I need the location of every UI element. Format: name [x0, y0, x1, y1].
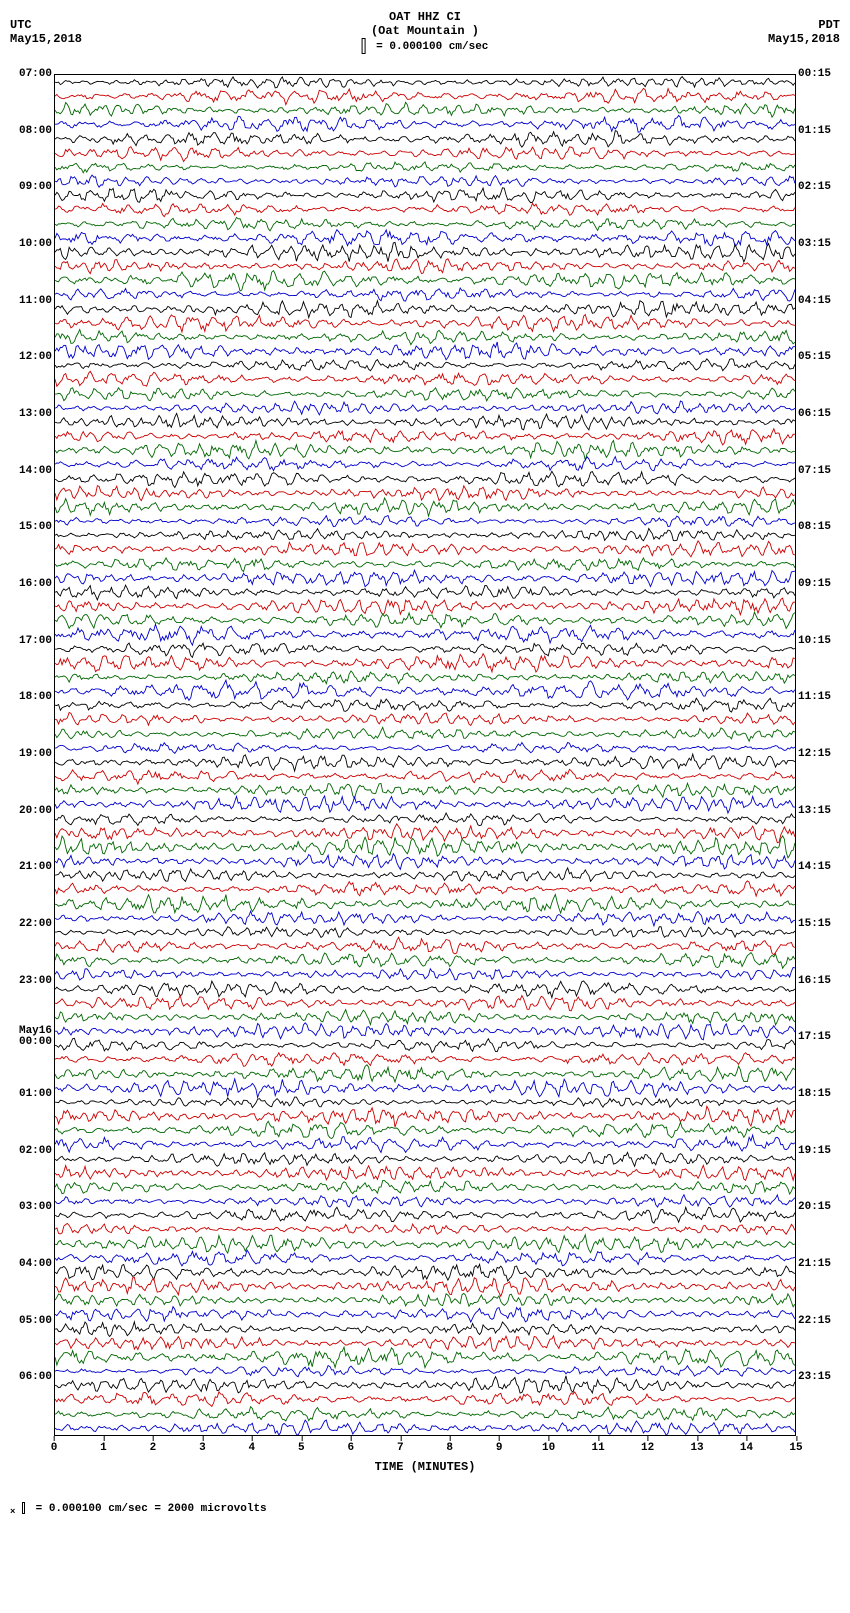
x-tick: 3 — [199, 1442, 206, 1454]
pdt-time-label: 23:15 — [798, 1372, 831, 1383]
header-left: UTC May15,2018 — [10, 18, 82, 46]
utc-time-label: 00:00 — [19, 1037, 52, 1048]
x-tick: 5 — [298, 1442, 305, 1454]
x-tick: 10 — [542, 1442, 555, 1454]
x-axis-label: TIME (MINUTES) — [375, 1460, 476, 1474]
utc-time-label: 19:00 — [19, 749, 52, 760]
utc-time-label: 17:00 — [19, 636, 52, 647]
pdt-time-label: 08:15 — [798, 522, 831, 533]
pdt-time-label: 16:15 — [798, 976, 831, 987]
utc-tz-label: UTC — [10, 18, 82, 32]
x-tick: 11 — [592, 1442, 605, 1454]
pdt-time-label: 11:15 — [798, 692, 831, 703]
utc-time-label: 11:00 — [19, 296, 52, 307]
pdt-time-label: 17:15 — [798, 1032, 831, 1043]
utc-time-label: 02:00 — [19, 1146, 52, 1157]
utc-time-label: 10:00 — [19, 239, 52, 250]
plot-wrap: 07:0008:0009:0010:0011:0012:0013:0014:00… — [10, 74, 840, 1436]
pdt-time-label: 06:15 — [798, 409, 831, 420]
x-tick: 15 — [789, 1442, 802, 1454]
pdt-time-label: 01:15 — [798, 126, 831, 137]
x-tick: 7 — [397, 1442, 404, 1454]
utc-time-label: 13:00 — [19, 409, 52, 420]
title-block: OAT HHZ CI (Oat Mountain ) = 0.000100 cm… — [362, 10, 489, 54]
utc-time-label: 18:00 — [19, 692, 52, 703]
pdt-time-label: 09:15 — [798, 579, 831, 590]
utc-time-label: 16:00 — [19, 579, 52, 590]
x-tick-row: 0123456789101112131415 — [54, 1436, 796, 1458]
x-tick: 2 — [150, 1442, 157, 1454]
pdt-time-label: 04:15 — [798, 296, 831, 307]
pdt-time-label: 00:15 — [798, 69, 831, 80]
utc-time-label: 08:00 — [19, 126, 52, 137]
utc-time-label: 14:00 — [19, 466, 52, 477]
utc-time-label: 05:00 — [19, 1316, 52, 1327]
header-right: PDT May15,2018 — [768, 18, 840, 46]
x-tick: 12 — [641, 1442, 654, 1454]
pdt-time-label: 05:15 — [798, 352, 831, 363]
x-tick: 6 — [347, 1442, 354, 1454]
pdt-time-label: 15:15 — [798, 919, 831, 930]
pdt-time-label: 18:15 — [798, 1089, 831, 1100]
x-tick: 0 — [51, 1442, 58, 1454]
pdt-date-label: May15,2018 — [768, 32, 840, 46]
pdt-time-label: 13:15 — [798, 806, 831, 817]
pdt-time-label: 02:15 — [798, 182, 831, 193]
x-tick: 1 — [100, 1442, 107, 1454]
pdt-time-label: 14:15 — [798, 862, 831, 873]
header: UTC May15,2018 OAT HHZ CI (Oat Mountain … — [10, 10, 840, 70]
x-tick: 9 — [496, 1442, 503, 1454]
pdt-time-label: 20:15 — [798, 1202, 831, 1213]
scale-bar-icon — [362, 38, 366, 54]
footer-scale-bar-icon — [22, 1502, 25, 1514]
utc-time-label: 04:00 — [19, 1259, 52, 1270]
station-title: OAT HHZ CI — [362, 10, 489, 24]
utc-time-label: 15:00 — [19, 522, 52, 533]
pdt-time-label: 10:15 — [798, 636, 831, 647]
station-subtitle: (Oat Mountain ) — [362, 24, 489, 38]
pdt-time-label: 19:15 — [798, 1146, 831, 1157]
helicorder-plot — [54, 74, 796, 1436]
scale-legend: = 0.000100 cm/sec — [362, 38, 489, 54]
pdt-time-label: 21:15 — [798, 1259, 831, 1270]
pdt-time-label: 22:15 — [798, 1316, 831, 1327]
x-tick: 13 — [690, 1442, 703, 1454]
pdt-time-label: 07:15 — [798, 466, 831, 477]
utc-date-label: May15,2018 — [10, 32, 82, 46]
utc-time-label: 07:00 — [19, 69, 52, 80]
pdt-tz-label: PDT — [768, 18, 840, 32]
utc-time-label: 23:00 — [19, 976, 52, 987]
x-tick: 14 — [740, 1442, 753, 1454]
utc-time-label: 20:00 — [19, 806, 52, 817]
x-tick: 4 — [249, 1442, 256, 1454]
footer-scale: × = 0.000100 cm/sec = 2000 microvolts — [10, 1502, 840, 1517]
pdt-time-label: 03:15 — [798, 239, 831, 250]
x-tick: 8 — [446, 1442, 453, 1454]
pdt-time-label: 12:15 — [798, 749, 831, 760]
helicorder-container: UTC May15,2018 OAT HHZ CI (Oat Mountain … — [10, 10, 840, 1517]
seismic-trace — [55, 1414, 795, 1436]
utc-time-label: 22:00 — [19, 919, 52, 930]
utc-time-label: 01:00 — [19, 1089, 52, 1100]
utc-time-label: 06:00 — [19, 1372, 52, 1383]
utc-time-label: 21:00 — [19, 862, 52, 873]
utc-time-label: 03:00 — [19, 1202, 52, 1213]
utc-time-label: 09:00 — [19, 182, 52, 193]
x-axis: 0123456789101112131415 TIME (MINUTES) — [54, 1436, 796, 1474]
utc-time-label: 12:00 — [19, 352, 52, 363]
